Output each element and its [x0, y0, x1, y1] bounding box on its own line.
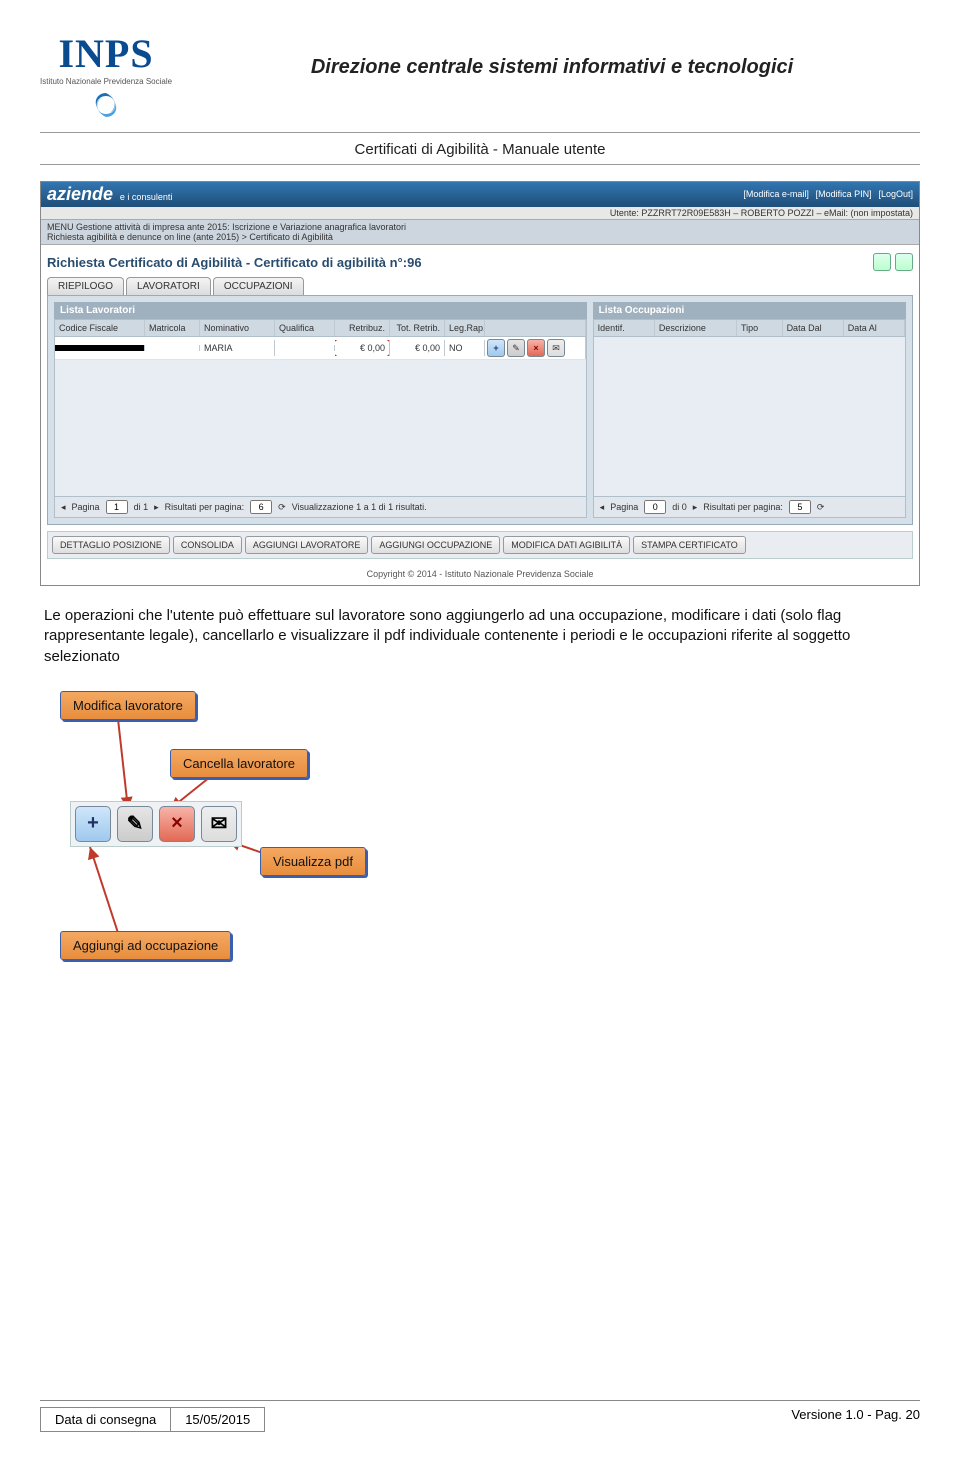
th-datadal: Data Dal	[783, 320, 844, 336]
main-panel: Lista Lavoratori Codice Fiscale Matricol…	[47, 295, 913, 525]
tab-riepilogo[interactable]: RIEPILOGO	[47, 277, 124, 295]
big-edit-icon[interactable]: ✎	[117, 806, 153, 842]
logo-block: INPS Istituto Nazionale Previdenza Socia…	[40, 30, 172, 120]
pager-r-ris-label: Risultati per pagina:	[703, 502, 783, 512]
td-tot: € 0,00	[390, 340, 445, 356]
tab-occupazioni[interactable]: OCCUPAZIONI	[213, 277, 304, 295]
cmd-dettaglio[interactable]: DETTAGLIO POSIZIONE	[52, 536, 170, 554]
pager-right: ◂ Pagina di 0 ▸ Risultati per pagina: ⟳	[594, 496, 905, 517]
th-qual: Qualifica	[275, 320, 335, 336]
occupazioni-table: Identif. Descrizione Tipo Data Dal Data …	[593, 319, 906, 518]
footer-left-label: Data di consegna	[40, 1407, 171, 1432]
table-row[interactable]: MARIA € 0,00 € 0,00 NO + ✎ × ✉	[55, 337, 586, 360]
callout-aggiungi: Aggiungi ad occupazione	[60, 931, 231, 960]
row-edit-icon[interactable]: ✎	[507, 339, 525, 357]
direction-title: Direzione centrale sistemi informativi e…	[184, 30, 920, 79]
utente-bar: Utente: PZZRRT72R09E583H – ROBERTO POZZI…	[41, 207, 919, 219]
footer-right: Versione 1.0 - Pag. 20	[791, 1407, 920, 1432]
td-cf	[55, 345, 145, 351]
request-title-row: Richiesta Certificato di Agibilità - Cer…	[41, 245, 919, 277]
tabs: RIEPILOGO LAVORATORI OCCUPAZIONI	[41, 277, 919, 295]
brand-sub-text: e i consulenti	[120, 192, 173, 202]
req-icon-1[interactable]	[873, 253, 891, 271]
pager-r-pagina-label: Pagina	[610, 502, 638, 512]
td-nom: MARIA	[200, 340, 275, 356]
logo-swirl-icon	[91, 90, 121, 120]
footer: Data di consegna 15/05/2015 Versione 1.0…	[40, 1400, 920, 1432]
right-panel-title: Lista Occupazioni	[593, 302, 906, 319]
logo-subtext: Istituto Nazionale Previdenza Sociale	[40, 77, 172, 86]
pager-r-pagina-input[interactable]	[644, 500, 666, 514]
th-dataal: Data Al	[844, 320, 905, 336]
row-add-icon[interactable]: +	[487, 339, 505, 357]
callouts-area: Modifica lavoratore Cancella lavoratore …	[60, 691, 920, 991]
request-title: Richiesta Certificato di Agibilità - Cer…	[47, 255, 422, 270]
callout-cancella: Cancella lavoratore	[170, 749, 308, 778]
left-panel-title: Lista Lavoratori	[54, 302, 587, 319]
callout-visualizza: Visualizza pdf	[260, 847, 366, 876]
pager-pagina-input[interactable]	[106, 500, 128, 514]
command-bar: DETTAGLIO POSIZIONE CONSOLIDA AGGIUNGI L…	[47, 531, 913, 559]
td-qual	[275, 345, 335, 351]
icon-row: + ✎ × ✉	[70, 801, 242, 847]
pager-left: ◂ Pagina di 1 ▸ Risultati per pagina: ⟳ …	[55, 496, 586, 517]
pager-ris-input[interactable]	[250, 500, 272, 514]
pager-ris-label: Risultati per pagina:	[165, 502, 245, 512]
th-leg: Leg.Rap.	[445, 320, 485, 336]
link-modifica-email[interactable]: [Modifica e-mail]	[743, 189, 809, 199]
row-delete-icon[interactable]: ×	[527, 339, 545, 357]
th-retr: Retribuz.	[335, 320, 390, 336]
cmd-aggiungi-occ[interactable]: AGGIUNGI OCCUPAZIONE	[371, 536, 500, 554]
td-leg: NO	[445, 340, 485, 356]
cmd-stampa[interactable]: STAMPA CERTIFICATO	[633, 536, 746, 554]
tab-lavoratori[interactable]: LAVORATORI	[126, 277, 211, 295]
row-mail-icon[interactable]: ✉	[547, 339, 565, 357]
body-paragraph: Le operazioni che l'utente può effettuar…	[44, 606, 916, 667]
cmd-aggiungi-lav[interactable]: AGGIUNGI LAVORATORE	[245, 536, 369, 554]
th-cf: Codice Fiscale	[55, 320, 145, 336]
pager-vis-label: Visualizzazione 1 a 1 di 1 risultati.	[292, 502, 427, 512]
td-retr: € 0,00	[335, 340, 390, 356]
req-icon-2[interactable]	[895, 253, 913, 271]
pager-pagina-label: Pagina	[72, 502, 100, 512]
big-plus-icon[interactable]: +	[75, 806, 111, 842]
app-screenshot: aziende e i consulenti [Modifica e-mail]…	[40, 181, 920, 586]
document-subtitle: Certificati di Agibilità - Manuale utent…	[40, 133, 920, 165]
th-tot: Tot. Retrib.	[390, 320, 445, 336]
big-delete-icon[interactable]: ×	[159, 806, 195, 842]
pager-r-ris-input[interactable]	[789, 500, 811, 514]
callout-modifica: Modifica lavoratore	[60, 691, 196, 720]
th-tipo: Tipo	[737, 320, 783, 336]
footer-left-value: 15/05/2015	[170, 1407, 265, 1432]
app-topbar: aziende e i consulenti [Modifica e-mail]…	[41, 182, 919, 207]
logo-text: INPS	[58, 30, 153, 77]
th-ident: Identif.	[594, 320, 655, 336]
th-nom: Nominativo	[200, 320, 275, 336]
cmd-modifica-dati[interactable]: MODIFICA DATI AGIBILITÀ	[503, 536, 630, 554]
lavoratori-table: Codice Fiscale Matricola Nominativo Qual…	[54, 319, 587, 518]
link-modifica-pin[interactable]: [Modifica PIN]	[816, 189, 872, 199]
pager-r-di-label: di 0	[672, 502, 687, 512]
top-links: [Modifica e-mail] [Modifica PIN] [LogOut…	[739, 189, 913, 200]
td-mat	[145, 345, 200, 351]
menu-line-1: MENU Gestione attività di impresa ante 2…	[47, 222, 913, 232]
th-mat: Matricola	[145, 320, 200, 336]
brand-text: aziende	[47, 184, 113, 204]
th-desc: Descrizione	[655, 320, 737, 336]
pager-di-label: di 1	[134, 502, 149, 512]
link-logout[interactable]: [LogOut]	[878, 189, 913, 199]
cmd-consolida[interactable]: CONSOLIDA	[173, 536, 242, 554]
copyright-text: Copyright © 2014 - Istituto Nazionale Pr…	[41, 565, 919, 585]
big-mail-icon[interactable]: ✉	[201, 806, 237, 842]
menubar: MENU Gestione attività di impresa ante 2…	[41, 219, 919, 245]
menu-line-2: Richiesta agibilità e denunce on line (a…	[47, 232, 913, 242]
